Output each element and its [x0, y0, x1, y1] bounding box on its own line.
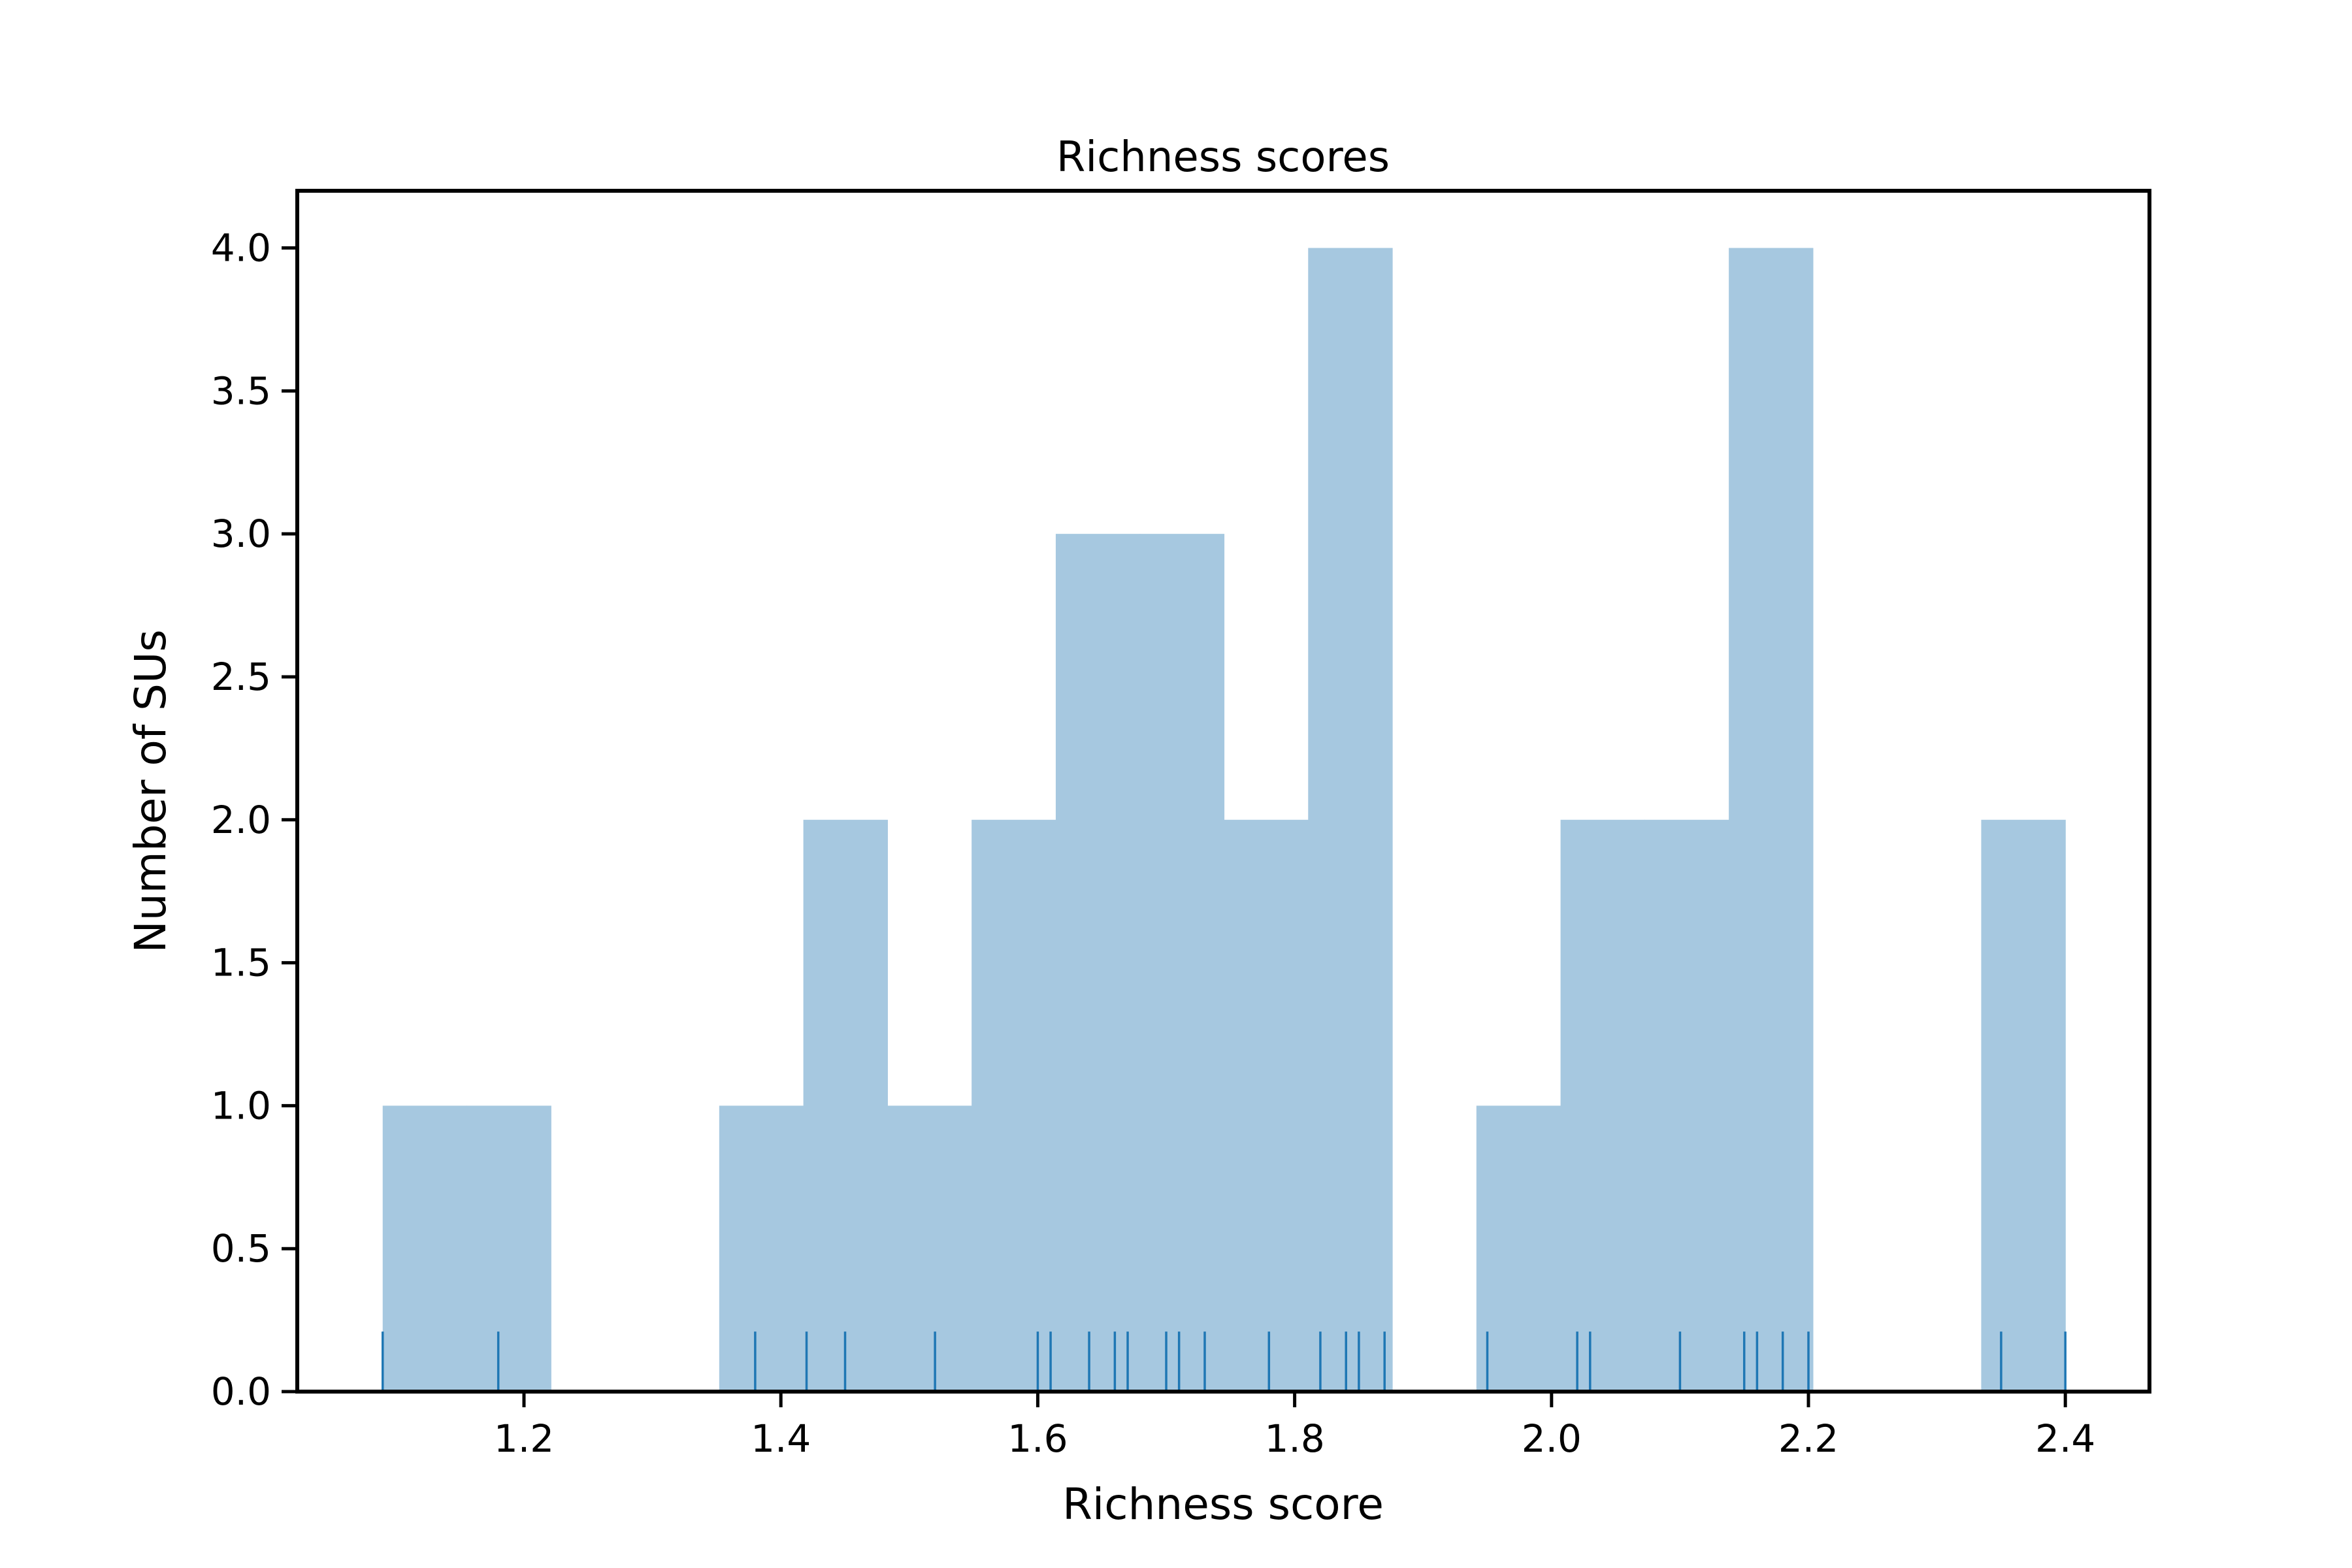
histogram-bar	[1560, 819, 1645, 1392]
x-tick-label: 1.8	[1264, 1416, 1324, 1461]
histogram-bar	[1644, 819, 1729, 1392]
histogram-bar	[1729, 248, 1814, 1392]
y-axis-label: Number of SUs	[125, 629, 176, 953]
y-tick-label: 2.0	[211, 798, 271, 842]
histogram-bar	[1308, 248, 1393, 1392]
histogram-bar	[972, 819, 1056, 1392]
y-tick-label: 4.0	[211, 226, 271, 270]
histogram-bar	[1224, 819, 1309, 1392]
histogram-bar	[719, 1105, 804, 1392]
x-tick-label: 1.2	[494, 1416, 554, 1461]
x-tick-label: 1.4	[751, 1416, 811, 1461]
histogram-bar	[1476, 1105, 1561, 1392]
chart-title: Richness scores	[1056, 133, 1390, 182]
x-tick-label: 2.0	[1522, 1416, 1582, 1461]
y-tick-label: 0.0	[211, 1369, 271, 1414]
y-tick-label: 3.5	[211, 368, 271, 413]
histogram-bar	[1139, 534, 1225, 1392]
y-tick-label: 1.5	[211, 941, 271, 985]
y-tick-label: 0.5	[211, 1226, 271, 1271]
y-tick-label: 3.0	[211, 512, 271, 556]
histogram-bar	[1981, 819, 2066, 1392]
y-axis-ticks: 0.0 0.5 1.0 1.5 2.0 2.5 3.0 3.5 4.0	[211, 226, 297, 1414]
histogram-bar	[803, 819, 888, 1392]
rug-ticks	[381, 1331, 2066, 1392]
axes-frame	[295, 189, 2151, 1394]
x-axis-ticks: 1.2 1.4 1.6 1.8 2.0 2.2 2.4	[494, 1392, 2095, 1461]
x-axis-label: Richness score	[1062, 1479, 1384, 1529]
y-tick-label: 1.0	[211, 1083, 271, 1128]
histogram-bar	[466, 1105, 551, 1392]
histogram-bars	[382, 248, 2066, 1392]
x-tick-label: 2.4	[2035, 1416, 2095, 1461]
histogram-bar	[1055, 534, 1141, 1392]
histogram-bar	[382, 1105, 468, 1392]
x-tick-label: 1.6	[1007, 1416, 1068, 1461]
x-tick-label: 2.2	[1778, 1416, 1838, 1461]
histogram-bar	[887, 1105, 972, 1392]
y-tick-label: 2.5	[211, 655, 271, 699]
